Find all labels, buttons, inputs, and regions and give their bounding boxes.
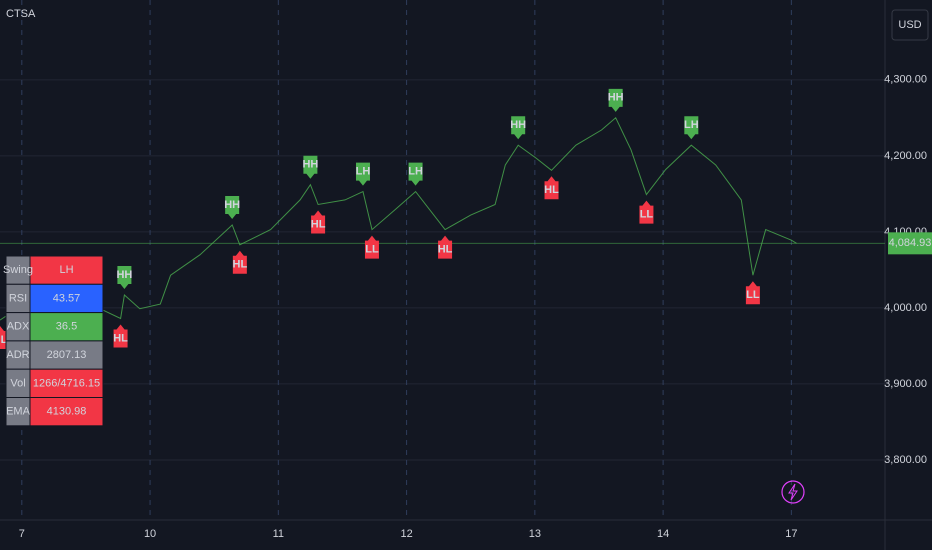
- table-name: ADR: [6, 349, 29, 361]
- table-name-cell: [5, 312, 31, 342]
- table-value: 43.57: [53, 292, 81, 304]
- swing-marker: [745, 281, 760, 305]
- swing-label: HL: [544, 184, 559, 196]
- swing-marker: [303, 155, 318, 179]
- swing-label: LH: [408, 165, 423, 177]
- price-line: [0, 116, 797, 321]
- y-tick-label: 4,300.00: [884, 74, 927, 86]
- swing-label: HL: [0, 334, 8, 346]
- table-name: RSI: [9, 292, 27, 304]
- table-value-cell: [29, 368, 104, 399]
- swing-marker: [232, 250, 247, 274]
- table-name-cell: [5, 397, 31, 427]
- currency-button[interactable]: [891, 9, 929, 41]
- swing-label: LH: [356, 165, 371, 177]
- swing-marker: [311, 210, 326, 234]
- swing-marker: [0, 326, 7, 350]
- table-value: 1266/4716.15: [33, 377, 100, 389]
- swing-marker: [544, 176, 559, 200]
- x-tick-label: 17: [785, 528, 797, 540]
- last-price-label: 4,084.93: [889, 237, 932, 249]
- table-name: Swing: [3, 264, 33, 276]
- flash-glyph: [788, 483, 798, 501]
- x-tick-label: 12: [400, 528, 412, 540]
- table-value-cell: [29, 340, 104, 370]
- x-tick-label: 11: [273, 528, 284, 540]
- swing-label: HL: [438, 243, 453, 255]
- swing-marker: [438, 235, 453, 259]
- swing-marker: [684, 116, 699, 140]
- swing-marker: [117, 265, 132, 289]
- x-tick-label: 7: [19, 528, 25, 540]
- swing-label: LL: [640, 209, 654, 221]
- table-value: 2807.13: [47, 349, 87, 361]
- x-tick-label: 13: [529, 528, 541, 540]
- swing-label: LL: [365, 243, 379, 255]
- swing-marker: [608, 88, 623, 112]
- swing-label: HH: [608, 92, 624, 104]
- x-tick-label: 14: [657, 528, 669, 540]
- swing-label: HL: [113, 332, 128, 344]
- swing-label: HH: [116, 269, 132, 281]
- y-tick-label: 3,900.00: [884, 378, 927, 390]
- table-name: Vol: [10, 377, 25, 389]
- table-name-cell: [5, 283, 31, 314]
- table-name-cell: [5, 340, 31, 370]
- swing-marker: [355, 162, 370, 186]
- swing-marker: [408, 162, 423, 186]
- swing-marker: [511, 116, 526, 140]
- swing-label: HL: [233, 259, 248, 271]
- currency-label: USD: [898, 19, 921, 31]
- swing-marker: [639, 200, 654, 224]
- table-value: 36.5: [56, 321, 77, 333]
- y-tick-label: 3,800.00: [884, 454, 927, 466]
- swing-label: HH: [224, 199, 240, 211]
- swing-label: HL: [311, 218, 326, 230]
- x-tick-label: 10: [144, 528, 156, 540]
- y-tick-label: 4,200.00: [884, 150, 927, 162]
- table-value-cell: [29, 397, 104, 427]
- swing-marker: [113, 324, 128, 348]
- swing-marker: [225, 196, 240, 220]
- table-value-cell: [29, 283, 104, 314]
- table-value-cell: [29, 255, 104, 285]
- table-value: 4130.98: [47, 406, 87, 418]
- last-price-box: [888, 232, 932, 255]
- swing-label: HH: [510, 119, 526, 131]
- swing-marker: [364, 235, 379, 259]
- table-value-cell: [29, 312, 104, 342]
- table-value: LH: [59, 264, 73, 276]
- chart-title: CTSA: [6, 8, 36, 20]
- swing-label: LL: [746, 289, 760, 301]
- table-name: ADX: [7, 321, 30, 333]
- swing-label: LH: [684, 119, 699, 131]
- table-name: EMA: [6, 406, 31, 418]
- swing-label: HH: [302, 159, 318, 171]
- y-tick-label: 4,000.00: [884, 302, 927, 314]
- flash-icon[interactable]: [781, 480, 805, 504]
